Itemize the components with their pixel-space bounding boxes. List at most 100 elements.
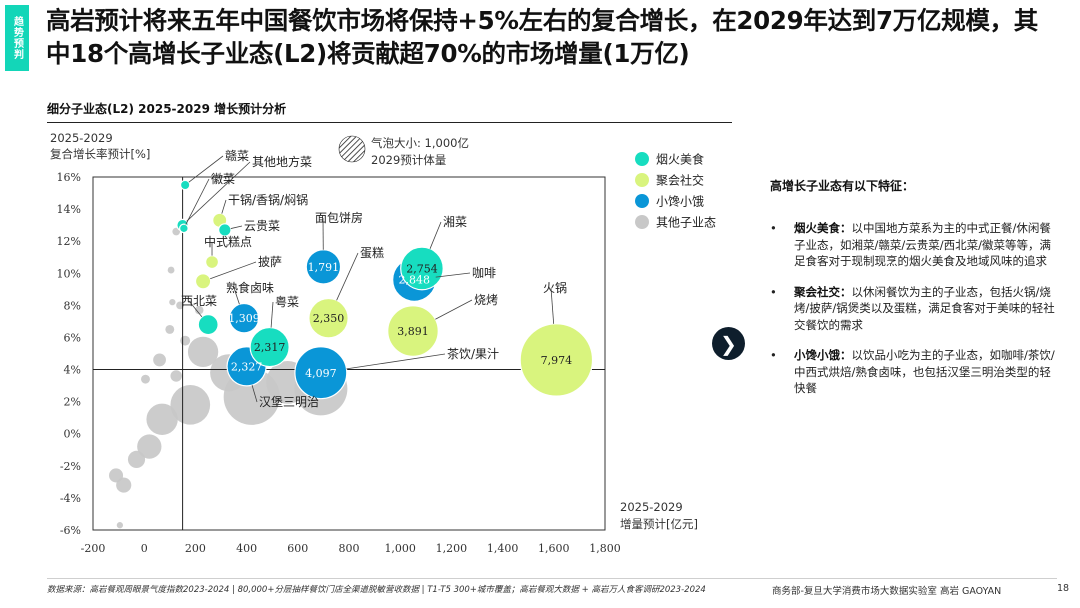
y-tick-label: 6% bbox=[64, 331, 81, 344]
bubble-size-swatch bbox=[338, 135, 366, 163]
bubble-label: 面包饼房 bbox=[315, 210, 363, 225]
y-tick-label: 12% bbox=[57, 235, 81, 248]
bubble-label: 赣菜 bbox=[225, 149, 249, 163]
bubble-label: 干锅/香锅/焖锅 bbox=[228, 192, 308, 207]
callout-leader bbox=[336, 252, 359, 301]
bubble-label: 云贵菜 bbox=[244, 219, 280, 233]
section-tag: 趋势预判 bbox=[5, 5, 29, 71]
bubble-value-label: 4,097 bbox=[305, 367, 337, 380]
side-item-fire: 烟火美食：以中国地方菜系为主的中式正餐/休闲餐子业态，如湘菜/赣菜/云贵菜/西北… bbox=[770, 220, 1058, 270]
y-axis-title: 复合增长率预计[%] bbox=[50, 147, 150, 161]
side-item-text: 以休闲餐饮为主的子业态，包括火锅/烧烤/披萨/锅煲类以及蛋糕，满足食客对于美味的… bbox=[794, 284, 1055, 332]
bubble-size-note: 气泡大小: 1,000亿 bbox=[371, 136, 469, 150]
bubble-label: 熟食卤味 bbox=[226, 280, 274, 295]
bubble-value-label: 2,848 bbox=[399, 274, 431, 287]
legend-label: 烟火美食 bbox=[656, 152, 704, 167]
page-number: 18 bbox=[1057, 583, 1070, 594]
other-bubble bbox=[170, 370, 182, 382]
bubble-snack bbox=[228, 302, 260, 334]
other-bubble bbox=[109, 468, 124, 483]
bubble-fire bbox=[400, 246, 444, 291]
x-axis-title: 增量预计[亿元] bbox=[620, 517, 698, 531]
bubble-label: 披萨 bbox=[258, 255, 282, 269]
legend-swatch-other bbox=[635, 215, 649, 229]
bubble-snack bbox=[305, 249, 342, 285]
x-tick-label: 800 bbox=[339, 542, 360, 555]
other-bubble bbox=[116, 522, 124, 529]
side-panel-list: 烟火美食：以中国地方菜系为主的中式正餐/休闲餐子业态，如湘菜/赣菜/云贵菜/西北… bbox=[770, 220, 1058, 411]
side-item-text: 以饮品小吃为主的子业态，如咖啡/茶饮/中西式烘焙/熟食卤味，也包括汉堡三明治类型… bbox=[794, 348, 1055, 395]
other-bubble bbox=[127, 450, 146, 468]
x-tick-label: 400 bbox=[236, 542, 257, 555]
other-bubble bbox=[180, 335, 191, 346]
bubble-value-label: 2,327 bbox=[231, 360, 263, 373]
bubble-label: 蛋糕 bbox=[360, 246, 384, 260]
bubble-label: 茶饮/果汁 bbox=[447, 346, 499, 361]
bubble-fire bbox=[218, 223, 232, 237]
other-bubble bbox=[137, 434, 162, 459]
bubble-label: 火锅 bbox=[543, 280, 567, 295]
bubble-social bbox=[205, 255, 220, 270]
title-divider bbox=[47, 122, 732, 123]
bubble-label: 汉堡三明治 bbox=[259, 394, 319, 409]
bubble-fire bbox=[179, 179, 191, 191]
bubble-value-label: 2,350 bbox=[313, 312, 345, 325]
bubble-value-label: 1,309 bbox=[228, 312, 260, 325]
bubble-label: 咖啡 bbox=[472, 265, 496, 280]
side-item-text: 以中国地方菜系为主的中式正餐/休闲餐子业态，如湘菜/赣菜/云贵菜/西北菜/徽菜等… bbox=[794, 221, 1051, 268]
side-item-head: 烟火美食： bbox=[794, 221, 852, 235]
y-tick-label: 2% bbox=[64, 396, 81, 409]
other-bubble bbox=[146, 403, 178, 435]
callout-leader bbox=[435, 272, 471, 278]
x-tick-label: 1,200 bbox=[436, 542, 468, 555]
bubble-label: 粤菜 bbox=[275, 294, 299, 309]
other-bubble bbox=[172, 227, 181, 236]
y-tick-label: -6% bbox=[60, 524, 81, 537]
callout-leader bbox=[210, 261, 257, 280]
other-bubble bbox=[170, 385, 211, 425]
callout-leader bbox=[185, 178, 210, 225]
bubble-value-label: 3,891 bbox=[397, 325, 429, 338]
bubble-label: 烧烤 bbox=[474, 292, 498, 307]
y-tick-label: 10% bbox=[57, 267, 81, 280]
y-tick-label: 8% bbox=[64, 299, 81, 312]
side-item-head: 聚会社交： bbox=[794, 284, 852, 299]
bubble-label: 徽菜 bbox=[211, 171, 235, 186]
legend-swatch-fire bbox=[635, 152, 649, 166]
bubble-label: 中式糕点 bbox=[204, 234, 252, 249]
other-bubble bbox=[153, 353, 166, 367]
y-tick-label: 16% bbox=[57, 171, 81, 184]
x-tick-label: 1,600 bbox=[538, 542, 570, 555]
callout-leader bbox=[188, 300, 203, 318]
legend-label: 其他子业态 bbox=[656, 216, 716, 230]
x-tick-label: 1,800 bbox=[589, 542, 621, 555]
plot-frame bbox=[92, 176, 606, 531]
other-bubble bbox=[169, 299, 176, 306]
callout-leader bbox=[188, 155, 224, 183]
bubble-size-note: 2029预计体量 bbox=[371, 153, 446, 167]
callout-leader bbox=[230, 225, 243, 229]
bubble-social bbox=[519, 323, 594, 397]
callout-leader bbox=[233, 287, 240, 305]
bubble-fire bbox=[179, 223, 189, 234]
y-tick-label: -4% bbox=[60, 492, 81, 505]
callout-leader bbox=[429, 221, 442, 249]
bubble-fire bbox=[249, 326, 290, 368]
bubble-label: 西北菜 bbox=[181, 294, 217, 308]
bubble-social bbox=[194, 273, 212, 290]
bubble-label: 湘菜 bbox=[443, 214, 467, 229]
x-tick-label: 600 bbox=[287, 542, 308, 555]
callout-leader bbox=[251, 384, 258, 403]
y-tick-label: 0% bbox=[64, 428, 81, 441]
page-headline: 高岩预计将来五年中国餐饮市场将保持+5%左右的复合增长，在2029年达到7万亿规… bbox=[46, 6, 1038, 68]
next-button[interactable]: ❯ bbox=[712, 327, 745, 360]
data-source: 数据来源：高岩餐观周眼景气度指数2023-2024 | 80,000+分层抽样餐… bbox=[47, 585, 706, 595]
callout-leader bbox=[346, 353, 446, 370]
bubble-snack bbox=[294, 346, 348, 400]
footer-divider bbox=[47, 578, 1057, 579]
legend-label: 小馋小饿 bbox=[656, 195, 704, 209]
other-bubble bbox=[187, 336, 219, 368]
bubble-value-label: 2,317 bbox=[254, 341, 286, 354]
bubble-social bbox=[308, 297, 349, 339]
x-tick-label: 0 bbox=[141, 542, 148, 555]
